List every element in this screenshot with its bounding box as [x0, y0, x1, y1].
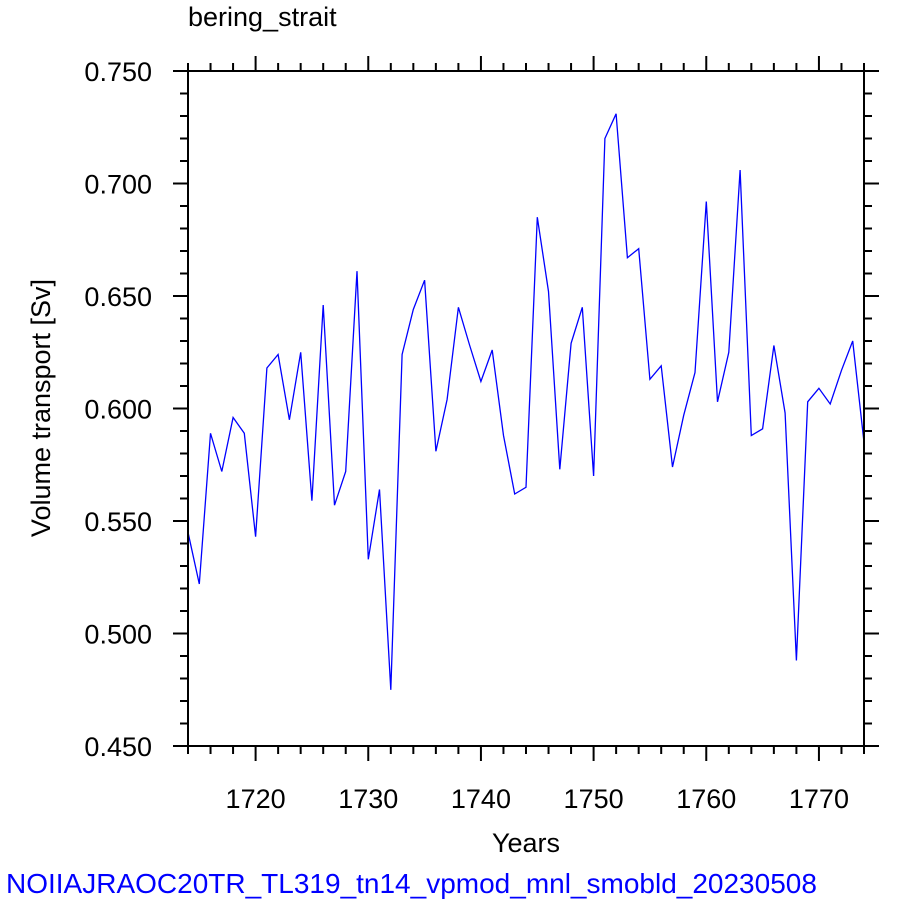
x-axis-label: Years: [492, 828, 560, 858]
y-tick-label: 0.600: [84, 395, 152, 425]
footer-label: NOIIAJRAOC20TR_TL319_tn14_vpmod_mnl_smob…: [6, 868, 817, 899]
y-axis-label: Volume transport [Sv]: [26, 279, 56, 537]
x-tick-label: 1720: [226, 784, 286, 814]
major-ticks: [173, 56, 879, 761]
y-tick-label: 0.700: [84, 170, 152, 200]
y-tick-label: 0.500: [84, 620, 152, 650]
y-tick-label: 0.550: [84, 507, 152, 537]
x-tick-label: 1750: [564, 784, 624, 814]
y-tick-label: 0.650: [84, 282, 152, 312]
x-tick-label: 1770: [789, 784, 849, 814]
y-tick-label: 0.750: [84, 57, 152, 87]
x-tick-label: 1740: [451, 784, 511, 814]
x-tick-label: 1760: [676, 784, 736, 814]
y-tick-label: 0.450: [84, 732, 152, 762]
x-tick-label: 1730: [338, 784, 398, 814]
plot-frame: [187, 70, 865, 747]
tick-labels: 1720 1730 1740 1750 1760 1770 0.450 0.500 0.550 0…: [84, 57, 849, 814]
chart-title: bering_strait: [188, 2, 337, 32]
minor-ticks: [180, 63, 872, 754]
series-layer: [187, 113, 865, 690]
series-line: [187, 113, 865, 690]
